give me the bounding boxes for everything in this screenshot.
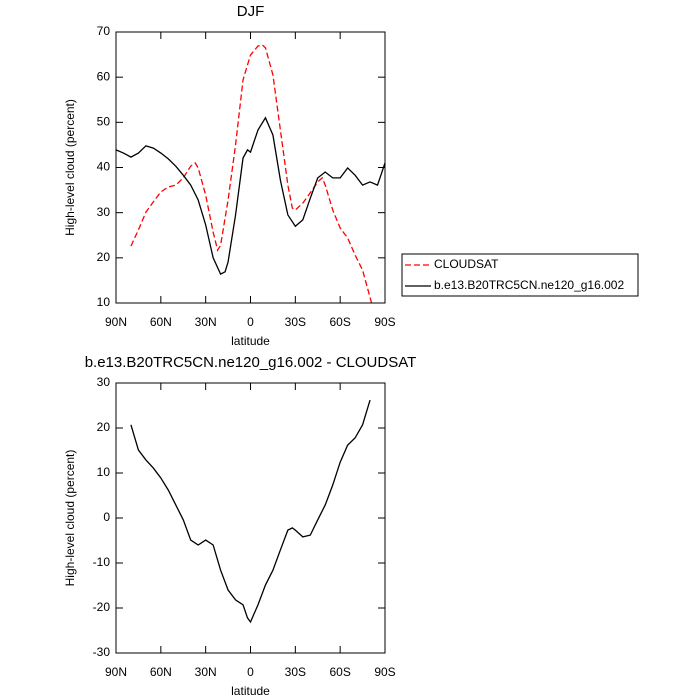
y-tick-label: 70 xyxy=(97,24,111,38)
y-tick-label: 50 xyxy=(97,115,111,129)
y-tick-label: 30 xyxy=(97,375,111,389)
y-tick-label: -10 xyxy=(93,555,111,569)
y-tick-label: -30 xyxy=(93,645,111,659)
x-axis-label: latitude xyxy=(231,684,270,698)
y-tick-label: 10 xyxy=(97,295,111,309)
chart-title: DJF xyxy=(237,3,265,20)
x-tick-label: 60S xyxy=(329,315,350,329)
y-axis-label: High-level cloud (percent) xyxy=(63,99,77,236)
y-tick-label: 20 xyxy=(97,420,111,434)
y-tick-label: 20 xyxy=(97,250,111,264)
plot-frame xyxy=(115,382,386,654)
x-tick-label: 90N xyxy=(105,665,127,679)
y-axis-label: High-level cloud (percent) xyxy=(63,450,77,587)
x-tick-label: 30S xyxy=(285,315,306,329)
x-axis-label: latitude xyxy=(231,334,270,348)
plot-frame xyxy=(115,31,386,304)
data-line xyxy=(115,116,386,275)
x-tick-label: 90S xyxy=(374,665,395,679)
x-tick-label: 60N xyxy=(150,665,172,679)
legend-label: b.e13.B20TRC5CN.ne120_g16.002 xyxy=(434,278,624,292)
y-tick-label: 10 xyxy=(97,465,111,479)
x-tick-label: 60S xyxy=(329,665,350,679)
x-tick-label: 90S xyxy=(374,315,395,329)
legend-label: CLOUDSAT xyxy=(434,257,499,271)
data-line xyxy=(130,44,373,304)
y-tick-label: 40 xyxy=(97,160,111,174)
x-tick-label: 0 xyxy=(247,315,254,329)
x-tick-label: 30N xyxy=(195,315,217,329)
x-tick-label: 0 xyxy=(247,665,254,679)
legend-box xyxy=(401,253,639,297)
y-tick-label: -20 xyxy=(93,600,111,614)
x-tick-label: 90N xyxy=(105,315,127,329)
x-tick-label: 60N xyxy=(150,315,172,329)
x-tick-label: 30N xyxy=(195,665,217,679)
x-tick-label: 30S xyxy=(285,665,306,679)
y-tick-label: 0 xyxy=(103,510,110,524)
data-line xyxy=(130,399,371,624)
y-tick-label: 60 xyxy=(97,69,111,83)
y-tick-label: 30 xyxy=(97,205,111,219)
chart-title: b.e13.B20TRC5CN.ne120_g16.002 - CLOUDSAT xyxy=(85,354,417,371)
